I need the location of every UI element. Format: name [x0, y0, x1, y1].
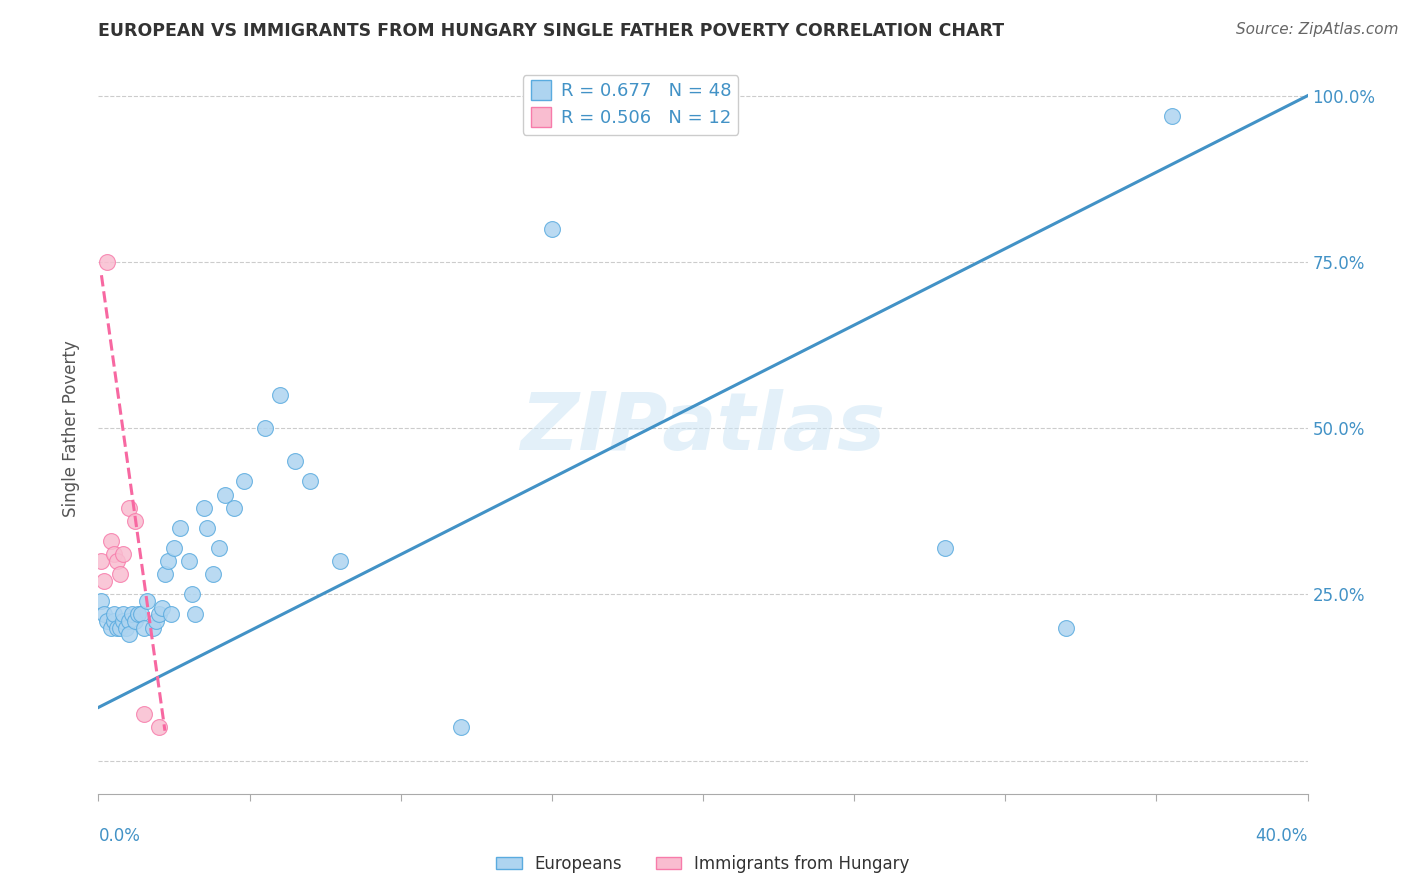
Point [108, 567, 131, 582]
Point [148, 607, 170, 622]
Point [103, 614, 125, 628]
Point [450, 720, 472, 734]
Point [214, 488, 236, 502]
Point [232, 475, 254, 489]
Legend: R = 0.677   N = 48, R = 0.506   N = 12: R = 0.677 N = 48, R = 0.506 N = 12 [523, 75, 738, 135]
Point [145, 614, 167, 628]
Point [169, 521, 191, 535]
Point [124, 514, 146, 528]
Point [142, 621, 165, 635]
Point [284, 454, 307, 468]
Text: 0.0%: 0.0% [98, 827, 141, 845]
Point [124, 614, 146, 628]
Legend: Europeans, Immigrants from Hungary: Europeans, Immigrants from Hungary [489, 848, 917, 880]
Point [93, 574, 115, 588]
Point [150, 600, 173, 615]
Point [127, 607, 149, 622]
Point [93, 607, 115, 622]
Point [132, 621, 155, 635]
Point [129, 607, 152, 622]
Point [253, 421, 276, 435]
Point [540, 221, 562, 235]
Point [111, 548, 134, 562]
Point [299, 475, 322, 489]
Text: EUROPEAN VS IMMIGRANTS FROM HUNGARY SINGLE FATHER POVERTY CORRELATION CHART: EUROPEAN VS IMMIGRANTS FROM HUNGARY SING… [98, 22, 1004, 40]
Text: ZIPatlas: ZIPatlas [520, 389, 886, 467]
Point [90, 554, 112, 568]
Point [118, 500, 141, 515]
Point [114, 621, 136, 635]
Point [224, 500, 246, 515]
Point [100, 621, 122, 635]
Point [934, 541, 956, 555]
Point [1160, 109, 1182, 123]
Point [118, 614, 141, 628]
Point [100, 534, 122, 549]
Point [329, 554, 352, 568]
Point [184, 607, 207, 622]
Point [148, 720, 170, 734]
Point [208, 541, 231, 555]
Point [160, 607, 183, 622]
Point [179, 554, 201, 568]
Text: Source: ZipAtlas.com: Source: ZipAtlas.com [1236, 22, 1399, 37]
Point [163, 541, 186, 555]
Point [156, 554, 179, 568]
Point [181, 587, 204, 601]
Text: 40.0%: 40.0% [1256, 827, 1308, 845]
Point [153, 567, 176, 582]
Point [202, 567, 225, 582]
Point [118, 627, 141, 641]
Point [135, 594, 157, 608]
Point [108, 621, 131, 635]
Point [105, 621, 128, 635]
Point [121, 607, 143, 622]
Y-axis label: Single Father Poverty: Single Father Poverty [62, 340, 80, 516]
Point [96, 255, 118, 269]
Point [103, 607, 125, 622]
Point [1054, 621, 1077, 635]
Point [111, 607, 134, 622]
Point [103, 548, 125, 562]
Point [193, 500, 215, 515]
Point [269, 388, 291, 402]
Point [90, 594, 112, 608]
Point [111, 614, 134, 628]
Point [105, 554, 128, 568]
Point [132, 707, 155, 722]
Point [195, 521, 218, 535]
Point [96, 614, 118, 628]
